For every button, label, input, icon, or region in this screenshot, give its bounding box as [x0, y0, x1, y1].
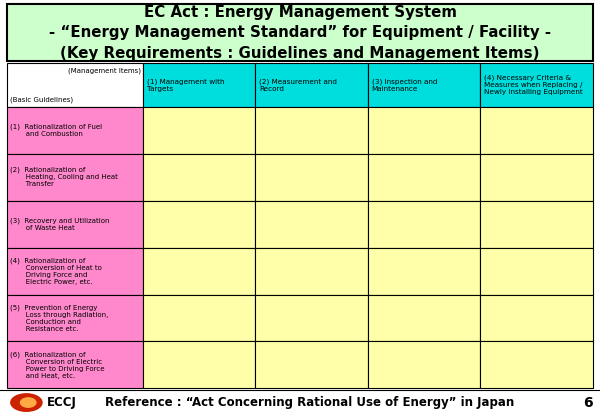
Bar — [7, 295, 143, 342]
Bar — [481, 247, 593, 295]
Text: (Management Items): (Management Items) — [68, 67, 140, 74]
Bar — [7, 342, 143, 388]
Bar — [143, 247, 256, 295]
Bar — [7, 200, 143, 247]
Bar — [256, 63, 368, 107]
Ellipse shape — [11, 394, 42, 411]
Bar — [7, 63, 143, 107]
Text: ECCJ: ECCJ — [47, 396, 77, 409]
Text: (Basic Guidelines): (Basic Guidelines) — [10, 97, 73, 103]
Bar — [143, 107, 256, 154]
Bar — [481, 200, 593, 247]
Bar — [256, 200, 368, 247]
Bar — [368, 247, 481, 295]
Bar — [143, 154, 256, 200]
Bar — [481, 154, 593, 200]
Text: (4) Necessary Criteria &
Measures when Replacing /
Newly Installing Equipment: (4) Necessary Criteria & Measures when R… — [484, 75, 583, 95]
Ellipse shape — [20, 397, 37, 408]
Bar — [368, 154, 481, 200]
Bar — [481, 295, 593, 342]
Bar — [143, 200, 256, 247]
Bar — [368, 342, 481, 388]
Text: (1) Management with
Targets: (1) Management with Targets — [146, 78, 224, 92]
Bar — [256, 247, 368, 295]
Text: Reference : “Act Concerning Rational Use of Energy” in Japan: Reference : “Act Concerning Rational Use… — [105, 396, 514, 409]
Text: (2)  Rationalization of
       Heating, Cooling and Heat
       Transfer: (2) Rationalization of Heating, Cooling … — [10, 167, 118, 187]
Bar — [143, 342, 256, 388]
Bar — [256, 342, 368, 388]
Bar — [0, 390, 600, 415]
Text: (3)  Recovery and Utilization
       of Waste Heat: (3) Recovery and Utilization of Waste He… — [10, 217, 110, 231]
Bar — [7, 107, 143, 154]
Text: (1)  Rationalization of Fuel
       and Combustion: (1) Rationalization of Fuel and Combusti… — [10, 123, 103, 137]
Bar — [143, 63, 256, 107]
Bar — [256, 295, 368, 342]
Bar — [7, 4, 593, 61]
Bar — [7, 154, 143, 200]
Text: (2) Measurement and
Record: (2) Measurement and Record — [259, 78, 337, 92]
Text: (5)  Prevention of Energy
       Loss through Radiation,
       Conduction and
 : (5) Prevention of Energy Loss through Ra… — [10, 304, 109, 332]
Text: 6: 6 — [583, 395, 593, 410]
Bar — [256, 107, 368, 154]
Text: (4)  Rationalization of
       Conversion of Heat to
       Driving Force and
  : (4) Rationalization of Conversion of Hea… — [10, 257, 102, 285]
Bar — [368, 295, 481, 342]
Text: (3) Inspection and
Maintenance: (3) Inspection and Maintenance — [371, 78, 437, 92]
Bar — [481, 342, 593, 388]
Bar — [368, 107, 481, 154]
Text: EC Act : Energy Management System
- “Energy Management Standard” for Equipment /: EC Act : Energy Management System - “Ene… — [49, 5, 551, 61]
Text: (6)  Rationalization of
       Conversion of Electric
       Power to Driving Fo: (6) Rationalization of Conversion of Ele… — [10, 351, 105, 379]
Bar — [481, 63, 593, 107]
Bar — [256, 154, 368, 200]
Bar — [368, 63, 481, 107]
Bar — [481, 107, 593, 154]
Bar — [368, 200, 481, 247]
Bar — [7, 247, 143, 295]
Bar — [143, 295, 256, 342]
